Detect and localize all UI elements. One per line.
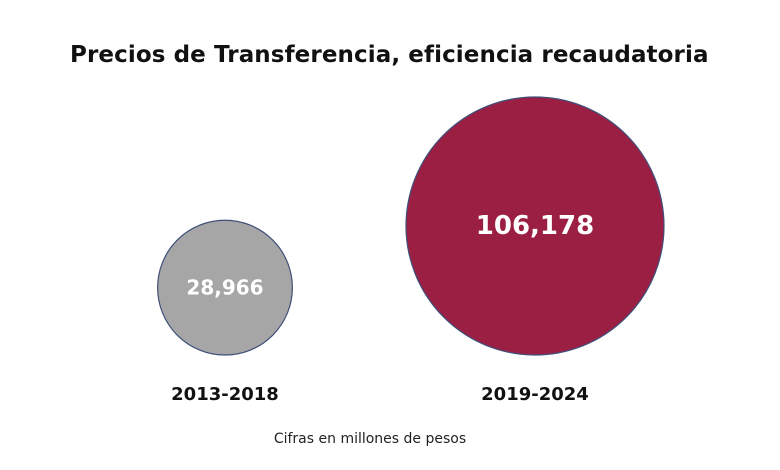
bubble-2013-2018 bbox=[157, 219, 293, 356]
category-label-2019-2024: 2019-2024 bbox=[481, 384, 589, 405]
bubble-2019-2024 bbox=[405, 96, 665, 356]
chart-title: Precios de Transferencia, eficiencia rec… bbox=[70, 42, 709, 68]
value-label-2013-2018: 28,966 bbox=[186, 276, 263, 300]
units-note: Cifras en millones de pesos bbox=[273, 431, 467, 447]
category-label-2013-2018: 2013-2018 bbox=[171, 384, 279, 405]
value-label-2019-2024: 106,178 bbox=[476, 211, 594, 241]
